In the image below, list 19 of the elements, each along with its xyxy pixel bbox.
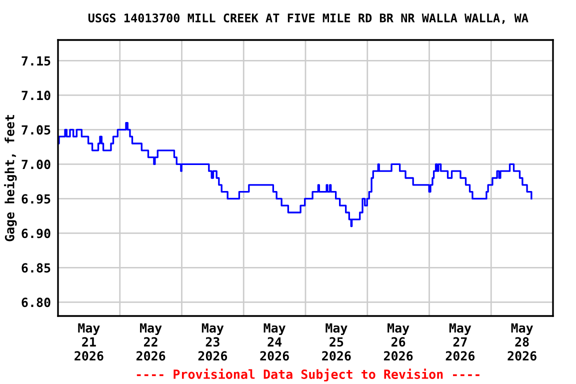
- y-tick-label: 7.05: [22, 125, 50, 135]
- chart-title: USGS 14013700 MILL CREEK AT FIVE MILE RD BR NR WALLA WALLA, WA: [88, 13, 528, 24]
- y-tick-label: 7.10: [22, 90, 50, 100]
- y-axis-title: Gage height, feet: [4, 115, 17, 242]
- y-tick-label: 7.00: [22, 160, 50, 170]
- x-tick-label: May 28 2026: [508, 323, 536, 361]
- x-tick-label: May 26 2026: [384, 323, 413, 361]
- x-tick-label: May 22 2026: [136, 323, 166, 361]
- x-tick-label: May 27 2026: [446, 323, 475, 361]
- x-tick-label: May 23 2026: [198, 323, 228, 361]
- x-tick-label: May 24 2026: [260, 323, 289, 361]
- text: ---- Provisional Data Subject to Revision ----: [136, 368, 480, 382]
- y-tick-label: 7.15: [22, 56, 50, 66]
- x-tick-label: May 25 2026: [322, 323, 351, 361]
- y-tick-label: 6.80: [22, 298, 50, 308]
- y-tick-label: 6.85: [22, 263, 50, 273]
- y-tick-label: 6.95: [22, 194, 50, 204]
- y-tick-label: 6.90: [22, 228, 50, 238]
- x-tick-label: May 21 2026: [74, 323, 104, 361]
